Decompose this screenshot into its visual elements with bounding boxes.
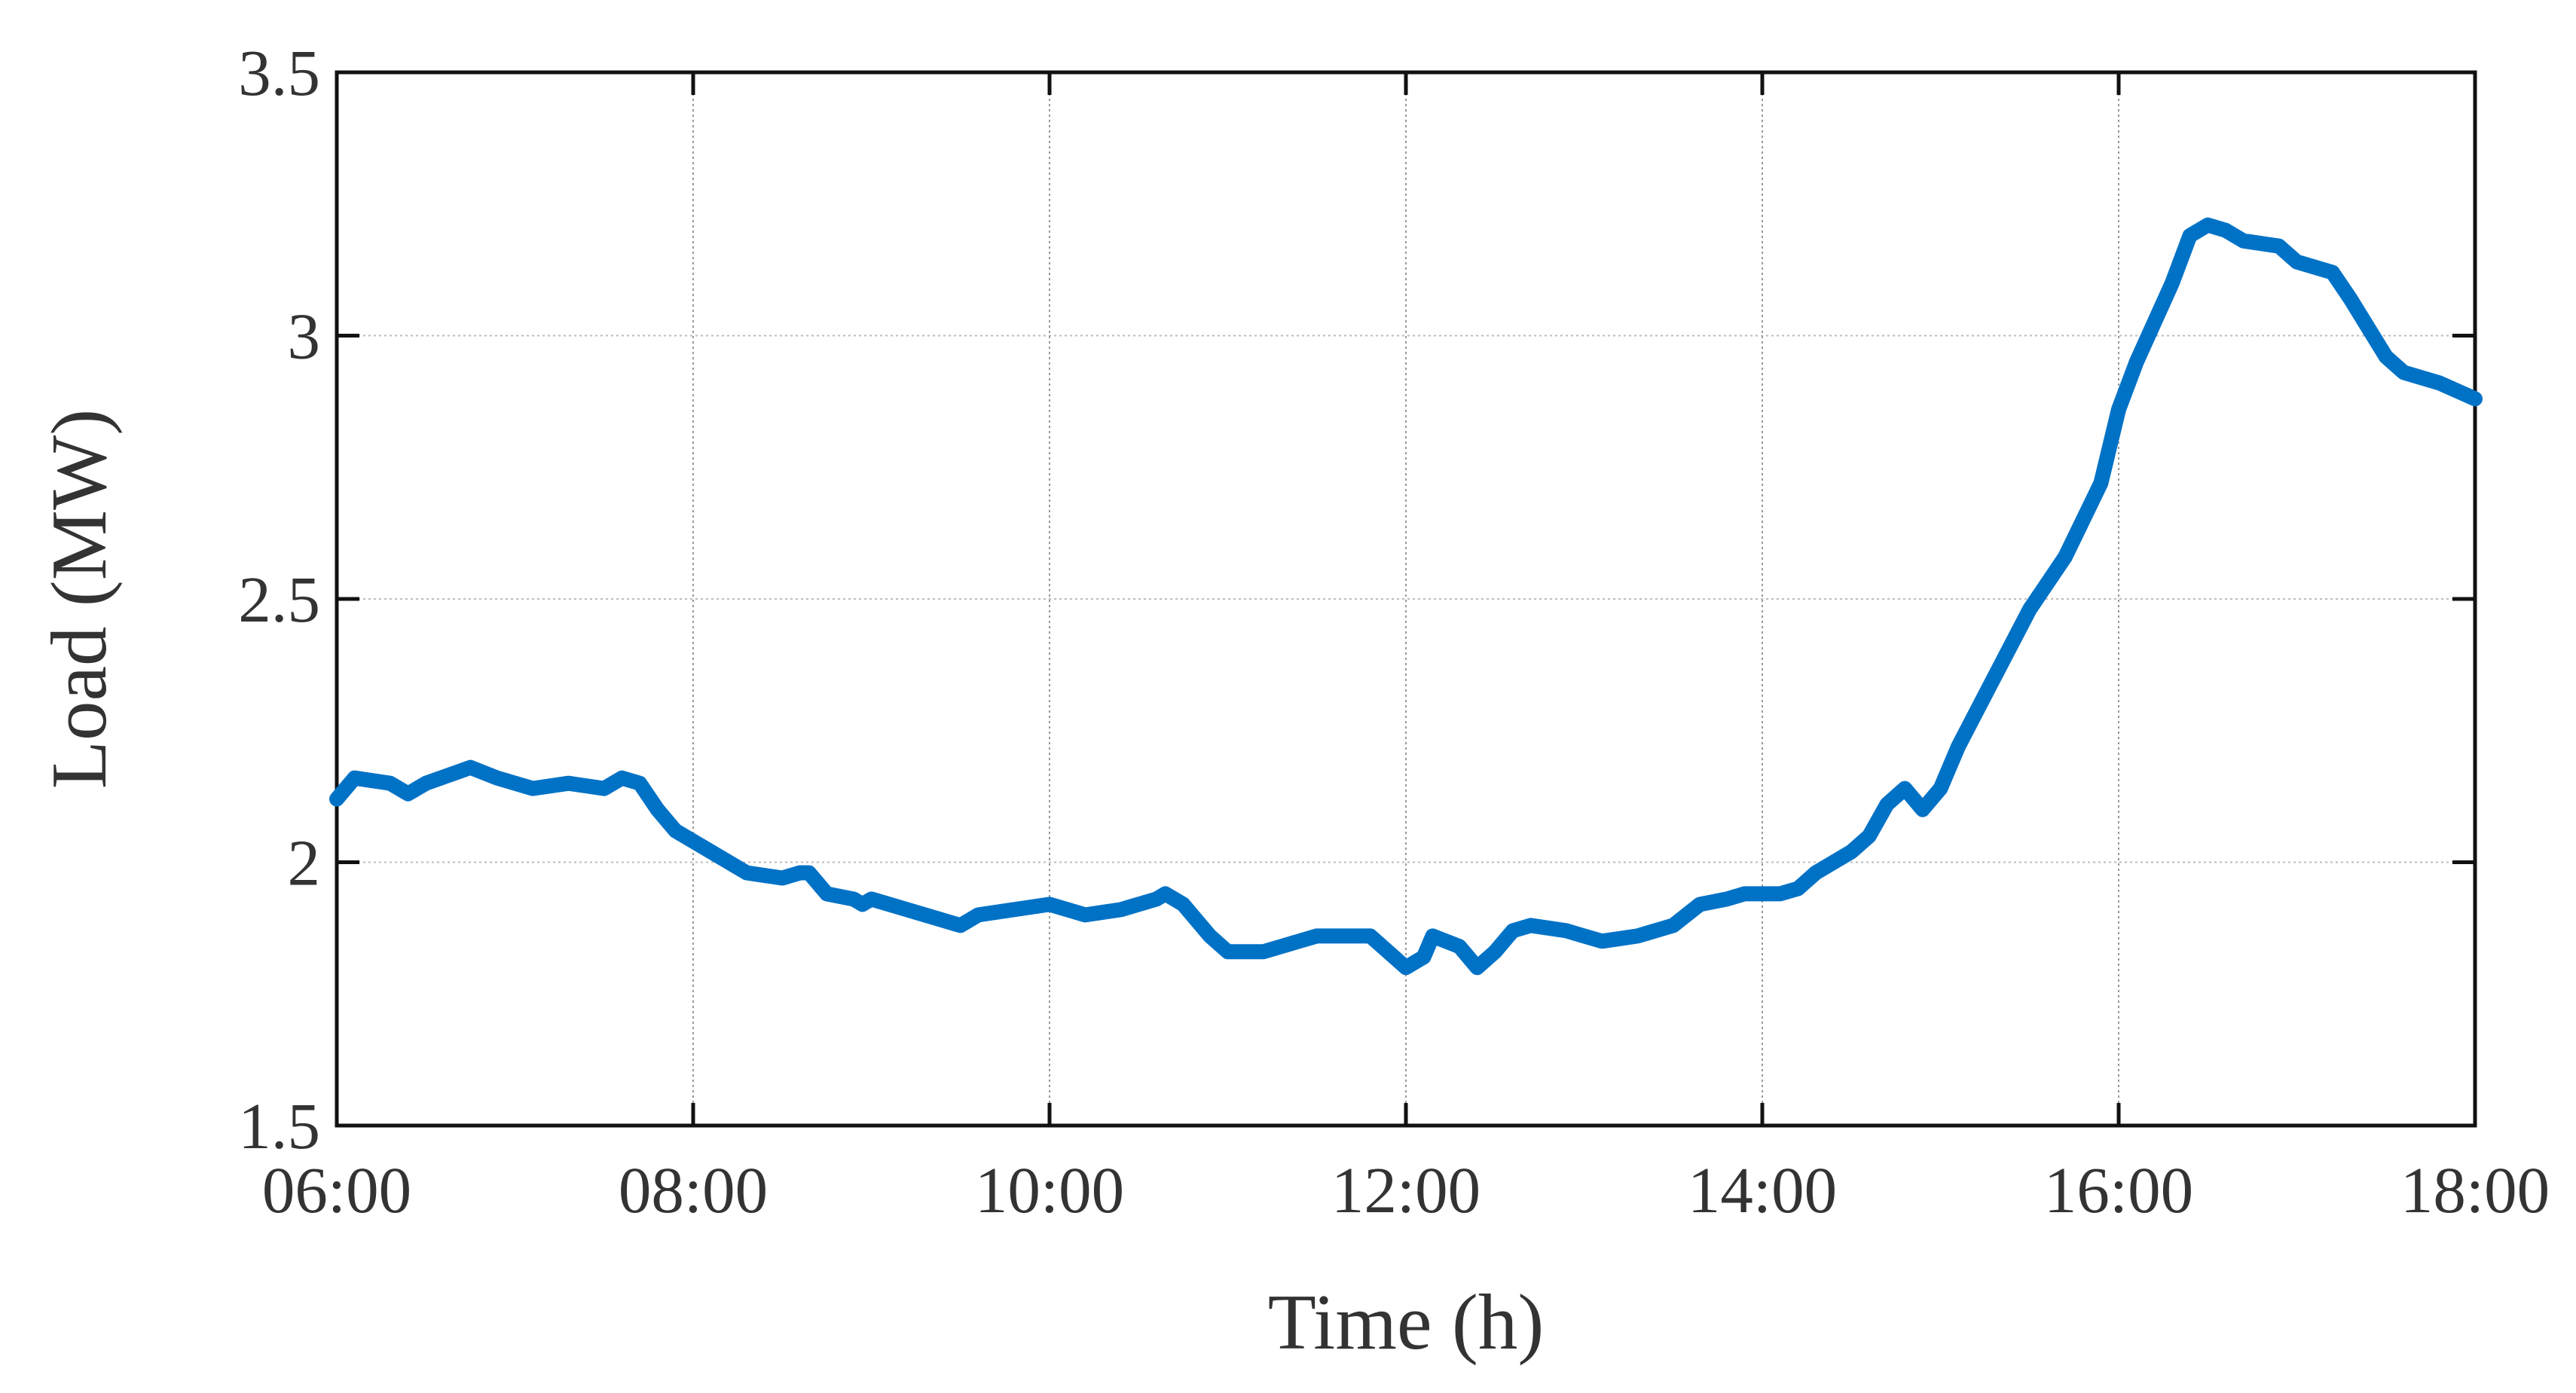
x-tick-label: 06:00 — [262, 1153, 411, 1227]
y-tick-label: 2.5 — [238, 563, 320, 636]
y-axis-label: Load (MW) — [35, 409, 123, 789]
y-tick-label: 3 — [288, 300, 321, 373]
x-tick-label: 12:00 — [1331, 1153, 1481, 1227]
x-tick-label: 18:00 — [2400, 1153, 2550, 1227]
x-axis-label: Time (h) — [1268, 1278, 1545, 1366]
x-tick-label: 10:00 — [975, 1153, 1124, 1227]
y-tick-label: 3.5 — [238, 36, 320, 109]
x-tick-label: 14:00 — [1688, 1153, 1837, 1227]
x-tick-label: 16:00 — [2044, 1153, 2193, 1227]
y-tick-label: 1.5 — [238, 1089, 320, 1162]
y-tick-label: 2 — [288, 826, 321, 900]
plot-frame — [335, 70, 2477, 1128]
data-line — [329, 217, 2483, 976]
x-tick-label: 08:00 — [619, 1153, 768, 1227]
